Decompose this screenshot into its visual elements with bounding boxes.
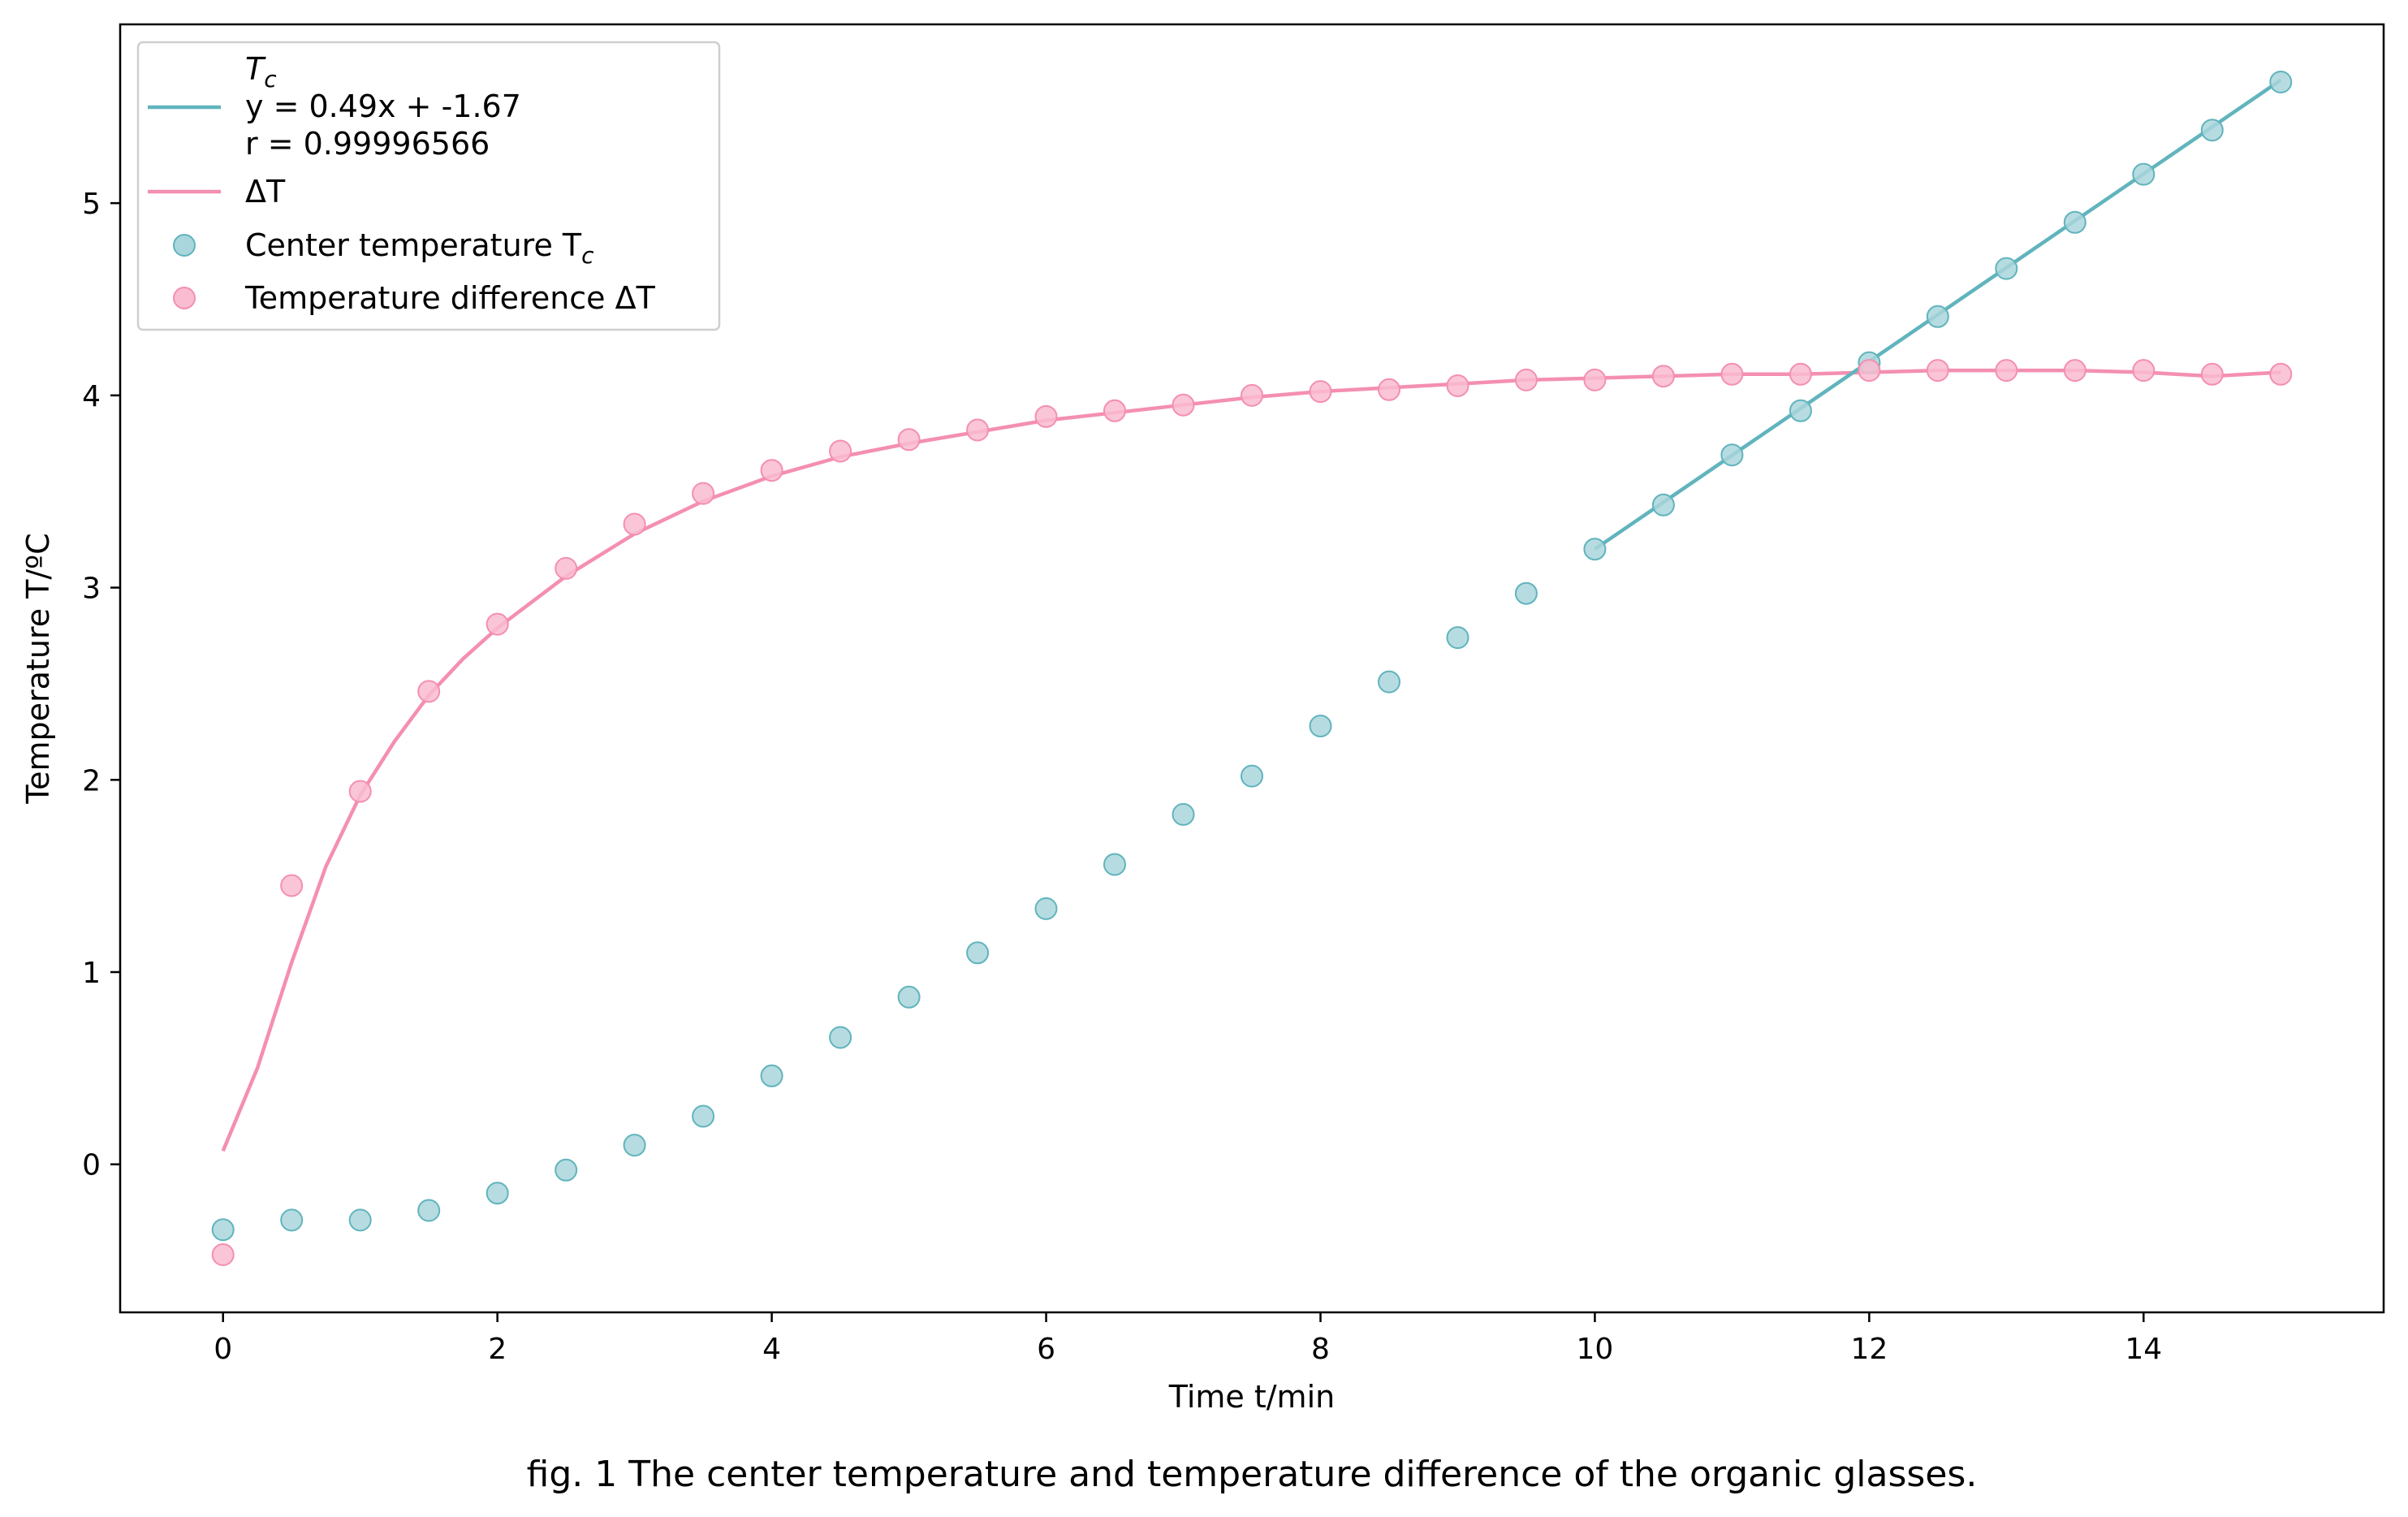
dt-point	[1858, 359, 1881, 382]
plot-frame	[119, 23, 2385, 1314]
dt-point	[1995, 359, 2018, 382]
tc-point	[760, 1064, 783, 1087]
tc-point	[2132, 162, 2156, 186]
tc-point	[692, 1104, 715, 1128]
y-tick-label: 4	[82, 380, 101, 413]
x-tick-label: 0	[214, 1333, 232, 1366]
x-tick-label: 4	[762, 1333, 781, 1366]
x-tick-label: 10	[1577, 1333, 1614, 1366]
dt-point	[897, 428, 921, 452]
dt-point	[1651, 365, 1675, 388]
dt-point	[1720, 362, 1744, 386]
tc-point	[1651, 493, 1675, 516]
legend-dt-line-label: ΔT	[245, 174, 286, 210]
dt-point	[760, 459, 783, 482]
legend-dt-marker-swatch	[173, 287, 196, 309]
tc-point	[1172, 802, 1195, 826]
dt-point	[2269, 362, 2293, 386]
tc-point	[417, 1199, 441, 1222]
dt-point	[211, 1243, 235, 1266]
dt-point	[348, 780, 372, 803]
dt-point	[2200, 362, 2224, 386]
tc-point	[1583, 538, 1607, 561]
y-tick-label: 3	[82, 573, 101, 606]
y-tick-label: 5	[82, 188, 101, 221]
tc-point	[1995, 257, 2018, 280]
dt-point	[555, 556, 578, 580]
tc-point	[1034, 897, 1058, 920]
tc-point	[1514, 581, 1538, 605]
tc-point	[211, 1218, 235, 1242]
tc-point	[1241, 764, 1263, 788]
tc-point	[1789, 399, 1812, 422]
legend-dt-scatter-label: Temperature difference ΔT	[244, 280, 656, 316]
legend-fit-equation: y = 0.49x + -1.67	[245, 89, 521, 124]
dt-point	[2063, 359, 2087, 382]
dt-point	[623, 512, 646, 536]
legend-tc-scatter-label: Center temperature Tc	[245, 227, 594, 269]
tc-point	[966, 941, 990, 965]
dt-point	[1241, 383, 1263, 407]
tc-point	[1309, 715, 1332, 737]
tc-point	[1720, 443, 1744, 467]
dt-point	[966, 418, 990, 442]
dt-point	[417, 680, 441, 703]
tc-point	[1103, 853, 1126, 876]
y-tick-label: 1	[82, 957, 101, 990]
tc-point	[2063, 210, 2087, 234]
plot-area	[211, 71, 2293, 1266]
legend: Tc y = 0.49x + -1.67 r = 0.99996566 ΔT C…	[136, 41, 721, 331]
tc-point	[555, 1158, 578, 1182]
dt-point	[1514, 368, 1538, 391]
dt-point	[1789, 362, 1812, 386]
figure-caption: fig. 1 The center temperature and temper…	[527, 1454, 1978, 1495]
tc-point	[829, 1026, 852, 1049]
tc-point	[1378, 670, 1400, 694]
dt-point	[1103, 399, 1126, 422]
y-axis-label: Temperature T/ºC	[20, 533, 56, 804]
tc-point	[280, 1208, 304, 1232]
dt-point	[1309, 380, 1332, 404]
legend-tc-marker-swatch	[173, 234, 196, 257]
tc-point	[2200, 119, 2224, 142]
y-tick-label: 0	[82, 1149, 101, 1182]
legend-fit-title: Tc	[245, 51, 277, 93]
tc-point	[485, 1182, 509, 1205]
x-tick-label: 14	[2125, 1333, 2162, 1366]
legend-box	[136, 41, 721, 331]
x-tick-label: 8	[1311, 1333, 1330, 1366]
dt-point	[280, 874, 304, 897]
tc-point	[1926, 305, 1949, 328]
dt-point	[1583, 368, 1607, 391]
legend-fit-r: r = 0.99996566	[245, 126, 490, 162]
tc-point	[348, 1208, 372, 1232]
dt-point	[485, 612, 509, 636]
x-tick-label: 12	[1850, 1333, 1888, 1366]
tc-point	[897, 985, 921, 1009]
tc-point	[2269, 71, 2293, 93]
tc-point	[623, 1134, 646, 1157]
x-axis-label: Time t/min	[1168, 1379, 1335, 1415]
tc-point	[1446, 626, 1469, 650]
dt-point	[1446, 374, 1469, 397]
dt-point	[829, 439, 852, 463]
x-tick-label: 6	[1037, 1333, 1055, 1366]
dt-point	[692, 482, 715, 505]
dt-point	[2132, 359, 2156, 382]
dt-point	[1926, 359, 1949, 382]
dt-point	[1034, 404, 1058, 428]
dt-point	[1378, 378, 1400, 401]
y-tick-label: 2	[82, 764, 101, 797]
x-tick-label: 2	[488, 1333, 507, 1366]
dt-point	[1172, 393, 1195, 417]
